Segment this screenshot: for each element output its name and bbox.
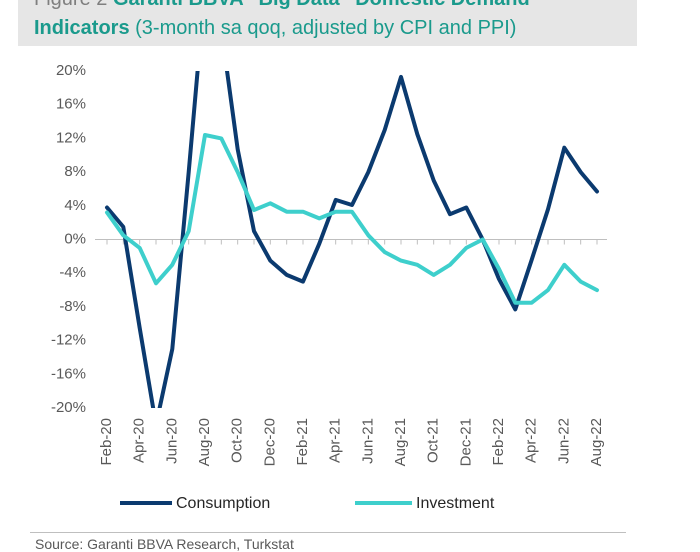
- legend-label: Investment: [416, 495, 495, 512]
- x-tick-label: Oct-21: [425, 418, 442, 463]
- y-tick-label: -4%: [59, 264, 86, 281]
- y-tick-label: 4%: [64, 197, 86, 214]
- x-tick-label: Feb-21: [294, 418, 311, 466]
- x-tick-label: Apr-22: [523, 418, 540, 463]
- y-tick-label: -12%: [51, 332, 86, 349]
- series-line: [105, 71, 599, 408]
- header-text: Figure 2 Garanti BBVA “Big Data” Domesti…: [34, 0, 637, 43]
- x-tick-label: Aug-22: [588, 418, 605, 466]
- footer-rule: [30, 532, 626, 533]
- x-tick-label: Dec-21: [457, 418, 474, 466]
- y-tick-label: 8%: [64, 163, 86, 180]
- x-tick-label: Dec-20: [261, 418, 278, 466]
- figure-label: Figure 2: [34, 0, 107, 10]
- y-tick-label: -8%: [59, 298, 86, 315]
- x-tick-label: Apr-20: [131, 418, 148, 463]
- x-tick-label: Aug-20: [196, 418, 213, 466]
- chart-title: Garanti BBVA “Big Data” Domestic Demand: [113, 0, 530, 10]
- x-tick-label: Oct-20: [229, 418, 246, 463]
- y-tick-label: -20%: [51, 399, 86, 416]
- y-tick-label: 16%: [56, 96, 86, 113]
- x-tick-label: Feb-20: [98, 418, 115, 466]
- x-tick-label: Feb-22: [490, 418, 507, 466]
- y-tick-label: 12%: [56, 129, 86, 146]
- x-tick-label: Jun-20: [163, 418, 180, 464]
- x-tick-label: Jun-22: [555, 418, 572, 464]
- chart-title: Indicators: [34, 17, 130, 39]
- legend-label: Consumption: [176, 495, 270, 512]
- y-tick-label: -16%: [51, 365, 86, 382]
- y-tick-label: 0%: [64, 230, 86, 247]
- x-tick-label: Jun-21: [359, 418, 376, 464]
- source-note: Source: Garanti BBVA Research, Turkstat: [35, 536, 294, 552]
- plot-area: [105, 71, 599, 408]
- x-tick-label: Aug-21: [392, 418, 409, 466]
- chart-subtitle: (3-month sa qoq, adjusted by CPI and PPI…: [135, 17, 517, 39]
- x-tick-label: Apr-21: [327, 418, 344, 463]
- header: Figure 2 Garanti BBVA “Big Data” Domesti…: [18, 0, 637, 46]
- y-tick-label: 20%: [56, 62, 86, 79]
- series-line: [105, 133, 599, 305]
